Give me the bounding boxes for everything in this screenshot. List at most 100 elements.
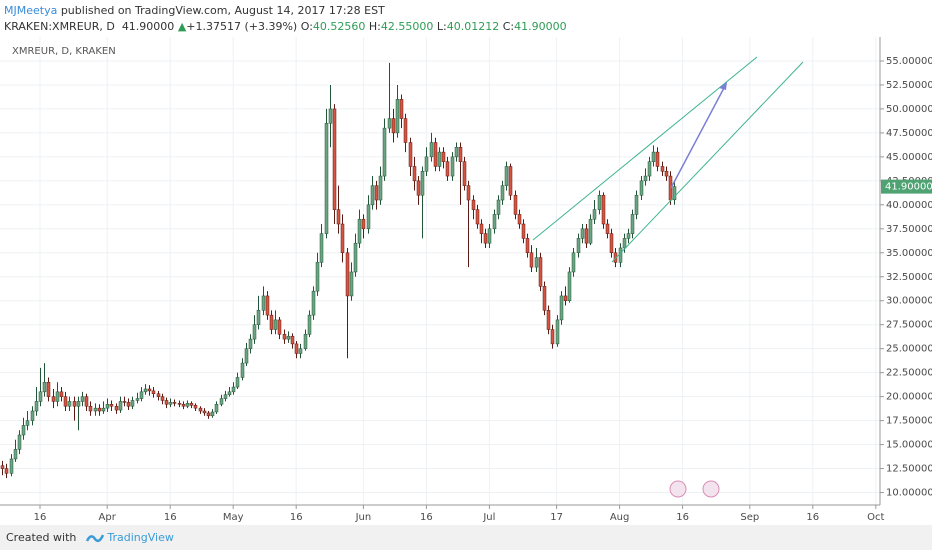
y-tick-label: 35.00000 [886,248,932,259]
candle-body [366,204,371,230]
candle-body [290,335,295,345]
last-price-label: 41.90000 [885,182,932,193]
candle-body [9,458,14,474]
candle-body [647,161,652,177]
candle-body [387,118,392,129]
candle-body [63,396,68,407]
candle-body [13,449,18,460]
candle-body [597,194,602,210]
candle-body [660,166,665,172]
arrow-head [719,82,727,90]
candle-body [403,118,408,143]
candle-body [4,468,9,474]
candle-body [135,398,140,401]
candle-body [370,185,375,206]
event-icon[interactable] [669,480,687,498]
candle-body [139,391,144,399]
candle-body [588,218,593,244]
low: 40.01212 [446,20,500,33]
channel-lower [611,61,804,263]
candle-body [361,218,366,230]
y-tick-label: 30.00000 [886,296,932,307]
candle-body [248,338,253,349]
candle-body [424,156,429,172]
close: 41.90000 [514,20,567,33]
candle-body [639,180,644,196]
candle-body [534,257,539,268]
candle-body [235,377,240,388]
candle-body [319,233,324,263]
candle-body [458,147,463,162]
x-tick-label: 16 [806,512,819,523]
x-tick-label: Apr [99,512,117,523]
change: +1.37517 (+3.39%) [186,20,298,33]
event-icon[interactable] [702,480,720,498]
candle-body [109,404,114,407]
candle-body [546,310,551,330]
y-tick-label: 10.00000 [886,488,932,499]
candle-body [601,194,606,225]
chart-title: XMREUR, D, KRAKEN [12,46,116,57]
candle-body [202,410,207,414]
candle-body [525,238,530,254]
candle-body [550,329,555,345]
candle-body [277,319,282,335]
candle-body [580,228,585,239]
axes: 10.00000 12.50000 15.00000 17.50000 20.00000… [34,56,932,523]
candle-body [160,396,165,401]
candle-body [483,233,488,244]
candle-body [265,295,270,316]
logo [85,534,105,543]
candle-body [72,401,77,407]
y-tick-label: 25.00000 [886,344,932,355]
channel-upper [532,56,758,241]
candle-body [429,142,434,158]
candle-body [655,151,660,167]
chart: XMREUR, D, KRAKEN 10.00000 12.50000 15.000… [0,37,932,523]
candle-body [382,127,387,177]
candle-body [592,209,597,220]
x-tick-label: May [223,512,244,523]
o-label: O: [300,20,313,33]
candle-body [114,405,119,411]
candle-body [462,161,467,186]
author[interactable]: MJMeetya [4,4,58,17]
candle-body [336,209,341,225]
candle-body [143,388,148,393]
x-tick-label: 16 [420,512,433,523]
y-tick-label: 47.50000 [886,128,932,139]
candle-body [353,242,358,273]
candle-body [496,199,501,215]
candle-body [529,252,534,268]
candle-body [122,401,127,403]
candle-body [630,214,635,234]
candle-body [605,223,610,234]
candle-body [93,407,98,412]
candle-body [555,319,560,345]
candle-body [538,257,543,287]
candle-body [634,194,639,215]
candle-body [38,391,43,402]
candle-body [185,403,190,407]
x-tick-label: Aug [610,512,630,523]
x-tick-label: Oct [867,512,884,523]
x-tick-label: 16 [34,512,47,523]
candle-body [219,398,224,405]
footer: Created with TradingView [0,525,932,550]
candle-body [622,238,627,249]
candle-body [189,403,194,406]
last-price-tag [881,179,932,194]
candle-body [294,343,299,354]
brand[interactable]: TradingView [107,531,174,544]
candle-body [433,142,438,167]
candle-body [214,404,219,413]
candle-body [286,335,291,340]
candle-body [17,434,22,450]
candle-body [345,252,350,297]
y-tick-label: 55.00000 [886,56,932,67]
candle-body [223,394,228,399]
candle-body [101,407,106,412]
header: MJMeetya published on TradingView.com, A… [4,3,567,34]
y-tick-label: 50.00000 [886,104,932,115]
candle-body [571,252,576,273]
